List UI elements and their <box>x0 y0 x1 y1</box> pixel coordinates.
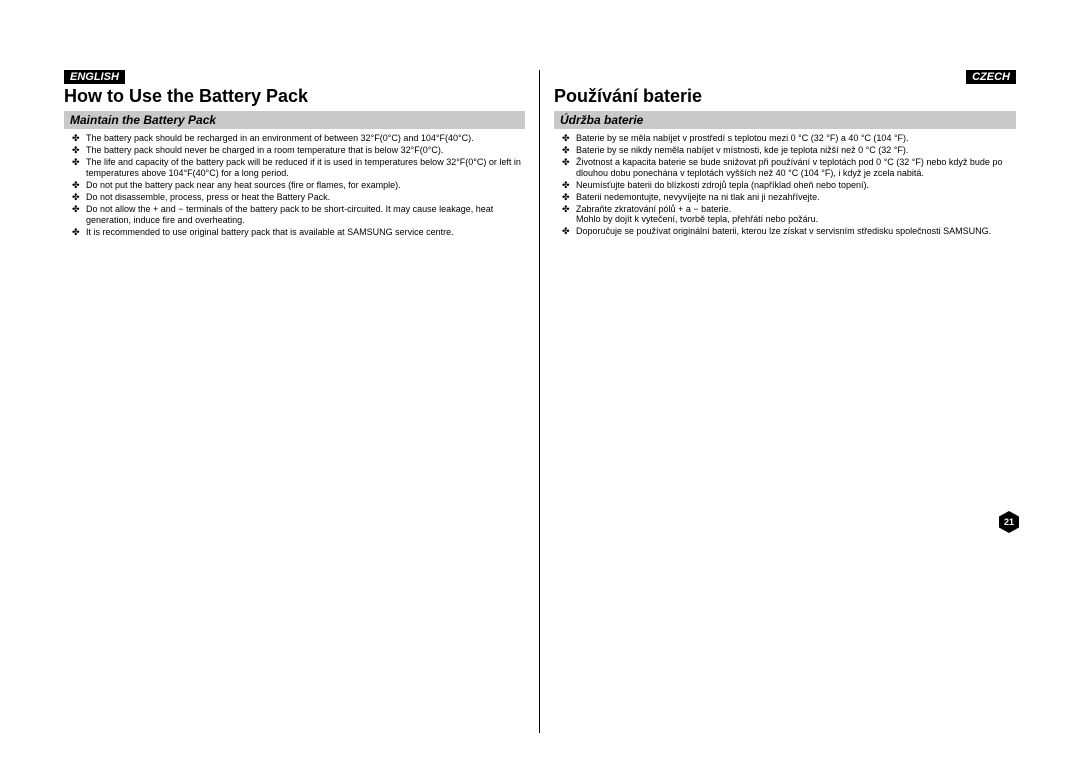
bullet-text: Zabraňte zkratování pólů + a − baterie. <box>576 204 731 214</box>
bullet-item: The battery pack should be recharged in … <box>86 133 525 144</box>
continuation-text: Mohlo by dojít k vytečení, tvorbě tepla,… <box>576 214 1016 225</box>
page-number-badge: 21 <box>998 511 1020 533</box>
subheading-right: Údržba baterie <box>554 111 1016 129</box>
bullet-item: The life and capacity of the battery pac… <box>86 157 525 179</box>
language-label-english: ENGLISH <box>64 70 125 84</box>
heading-right: Používání baterie <box>554 86 1016 107</box>
left-column-english: ENGLISH How to Use the Battery Pack Main… <box>50 70 540 733</box>
bullet-item: Do not allow the + and − terminals of th… <box>86 204 525 226</box>
heading-left: How to Use the Battery Pack <box>64 86 525 107</box>
bullet-item: Zabraňte zkratování pólů + a − baterie. … <box>576 204 1016 225</box>
bullet-item: The battery pack should never be charged… <box>86 145 525 156</box>
subheading-left: Maintain the Battery Pack <box>64 111 525 129</box>
bullet-item: Baterie by se nikdy neměla nabíjet v mís… <box>576 145 1016 156</box>
bullet-item: Do not put the battery pack near any hea… <box>86 180 525 191</box>
language-label-czech: CZECH <box>966 70 1016 84</box>
bullet-item: It is recommended to use original batter… <box>86 227 525 238</box>
bullet-item: Neumísťujte baterii do blízkosti zdrojů … <box>576 180 1016 191</box>
document-page: ENGLISH How to Use the Battery Pack Main… <box>0 0 1080 763</box>
bullet-list-left: The battery pack should be recharged in … <box>64 133 525 238</box>
right-column-czech: CZECH Používání baterie Údržba baterie B… <box>540 70 1030 733</box>
bullet-item: Do not disassemble, process, press or he… <box>86 192 525 203</box>
language-row-right: CZECH <box>554 70 1016 84</box>
bullet-item: Životnost a kapacita baterie se bude sni… <box>576 157 1016 179</box>
language-row-left: ENGLISH <box>64 70 525 84</box>
bullet-item: Doporučuje se používat originální bateri… <box>576 226 1016 237</box>
bullet-item: Baterie by se měla nabíjet v prostředí s… <box>576 133 1016 144</box>
bullet-item: Baterii nedemontujte, nevyvíjejte na ni … <box>576 192 1016 203</box>
page-number: 21 <box>998 511 1020 533</box>
bullet-list-right: Baterie by se měla nabíjet v prostředí s… <box>554 133 1016 237</box>
